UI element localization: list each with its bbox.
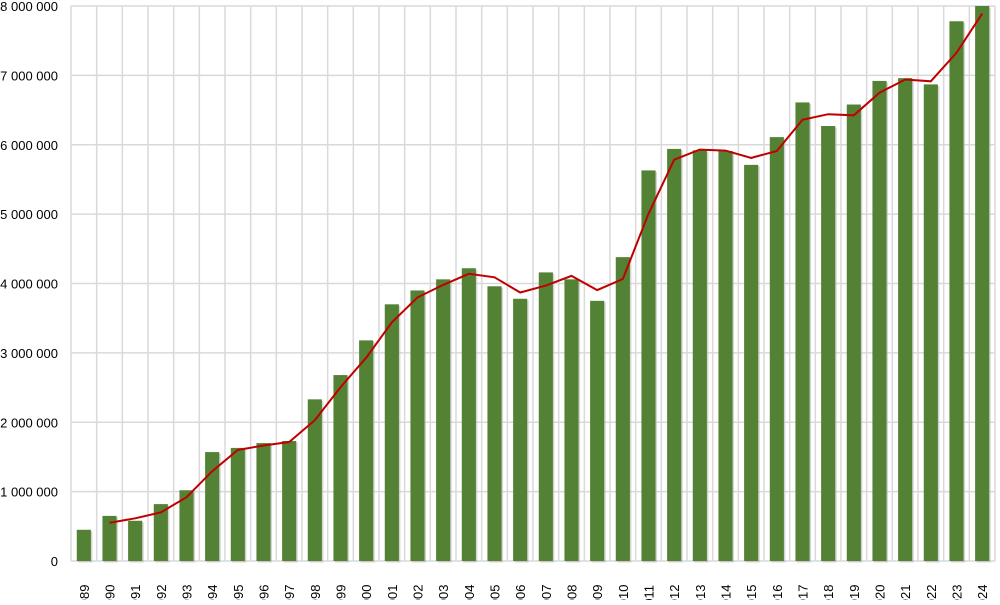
x-tick-label: 2024 xyxy=(975,585,990,600)
bar-2010 xyxy=(615,257,630,561)
x-tick-label: 2011 xyxy=(642,585,657,600)
bar-2003 xyxy=(436,279,451,561)
y-tick-label: 1 000 000 xyxy=(0,485,58,500)
bar-1993 xyxy=(179,490,194,561)
bar-2016 xyxy=(769,137,784,561)
x-axis-tick-labels: 1989 1990 1991 1992 1993 1994 1995 1996 1997 1998… xyxy=(77,585,990,605)
bar-2012 xyxy=(667,148,682,561)
x-tick-label: 2013 xyxy=(693,585,708,600)
bar-2002 xyxy=(410,290,425,561)
x-tick-label: 1997 xyxy=(282,585,297,600)
x-tick-label: 2006 xyxy=(513,585,528,600)
x-tick-label: 2002 xyxy=(411,585,426,600)
x-tick-label: 1991 xyxy=(128,585,143,600)
bar-2017 xyxy=(795,102,810,562)
bar-1992 xyxy=(153,504,168,561)
x-tick-label: 2014 xyxy=(719,585,734,600)
bar-2005 xyxy=(487,286,502,561)
bar-2022 xyxy=(923,84,938,562)
x-tick-label: 1996 xyxy=(257,585,272,600)
bar-1994 xyxy=(205,452,220,561)
y-tick-label: 3 000 000 xyxy=(0,346,58,361)
x-tick-label: 2021 xyxy=(898,585,913,600)
x-tick-label: 2016 xyxy=(770,585,785,600)
y-tick-label: 8 000 000 xyxy=(0,0,58,14)
y-tick-label: 2 000 000 xyxy=(0,415,58,430)
bar-1999 xyxy=(333,375,348,561)
bar-2011 xyxy=(641,170,656,561)
bar-2014 xyxy=(718,150,733,561)
bar-2020 xyxy=(872,80,887,562)
x-tick-label: 2019 xyxy=(847,585,862,600)
x-tick-label: 2007 xyxy=(539,585,554,600)
bar-2008 xyxy=(564,279,579,561)
y-tick-label: 7 000 000 xyxy=(0,68,58,83)
x-tick-label: 2020 xyxy=(873,585,888,600)
bar-1998 xyxy=(307,399,322,561)
x-tick-label: 2018 xyxy=(821,585,836,600)
x-tick-label: 1990 xyxy=(103,585,118,600)
bar-1991 xyxy=(128,520,143,561)
x-tick-label: 2010 xyxy=(616,585,631,600)
x-tick-label: 1998 xyxy=(308,585,323,600)
bar-2021 xyxy=(898,78,913,562)
x-tick-label: 1995 xyxy=(231,585,246,600)
bar-2000 xyxy=(359,340,374,561)
x-tick-label: 2001 xyxy=(385,585,400,600)
x-tick-label: 2009 xyxy=(590,585,605,600)
bar-2001 xyxy=(384,304,399,561)
x-tick-label: 2022 xyxy=(924,585,939,600)
bar-2024 xyxy=(975,6,990,561)
gridlines xyxy=(70,5,996,562)
bar-2004 xyxy=(461,268,476,561)
x-tick-label: 2004 xyxy=(462,585,477,600)
x-tick-label: 2008 xyxy=(565,585,580,600)
x-tick-label: 2023 xyxy=(950,585,965,600)
bar-1997 xyxy=(282,440,297,561)
bar-2019 xyxy=(846,104,861,561)
y-tick-label: 5 000 000 xyxy=(0,207,58,222)
bar-2013 xyxy=(692,150,707,562)
bar-1995 xyxy=(230,447,245,561)
x-tick-label: 2000 xyxy=(359,585,374,600)
bars xyxy=(76,6,991,563)
moving-average-trendline xyxy=(109,13,984,524)
bar-2023 xyxy=(949,21,964,561)
bar-1990 xyxy=(102,515,117,561)
bar-2009 xyxy=(590,300,605,561)
bar-1996 xyxy=(256,443,271,561)
x-tick-label: 1992 xyxy=(154,585,169,600)
bar-1989 xyxy=(76,529,91,561)
x-tick-label: 1993 xyxy=(180,585,195,600)
bar-2015 xyxy=(744,164,759,561)
y-tick-label: 0 xyxy=(51,554,58,569)
bar-2018 xyxy=(821,126,836,562)
bar-2006 xyxy=(513,298,528,561)
y-tick-label: 6 000 000 xyxy=(0,138,58,153)
x-tick-label: 2017 xyxy=(796,585,811,600)
x-tick-label: 1989 xyxy=(77,585,92,600)
x-tick-label: 2003 xyxy=(436,585,451,600)
x-tick-label: 2005 xyxy=(488,585,503,600)
y-tick-label: 4 000 000 xyxy=(0,277,58,292)
x-tick-label: 2015 xyxy=(744,585,759,600)
y-axis-tick-labels: 0 1 000 000 2 000 000 3 000 000 4 000 000 5 0… xyxy=(0,0,58,569)
bar-2007 xyxy=(538,272,553,561)
x-tick-label: 2012 xyxy=(667,585,682,600)
x-tick-label: 1994 xyxy=(205,585,220,600)
x-tick-label: 1999 xyxy=(334,585,349,600)
